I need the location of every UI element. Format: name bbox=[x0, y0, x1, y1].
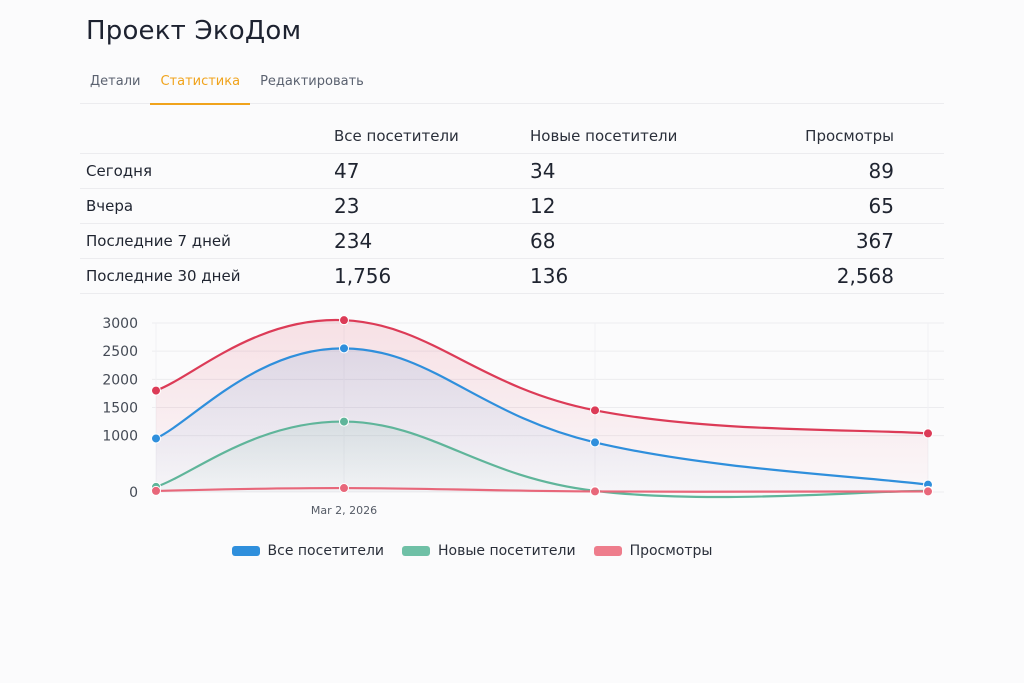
new-visitors-value: 68 bbox=[530, 229, 556, 253]
series-views-point bbox=[339, 315, 349, 326]
views-value: 65 bbox=[868, 194, 894, 218]
series-all-visitors-point bbox=[339, 343, 349, 354]
views-value: 89 bbox=[868, 159, 894, 183]
series-views-area bbox=[156, 319, 928, 492]
tab-edit[interactable]: Редактировать bbox=[260, 74, 364, 89]
column-header-all-visitors: Все посетители bbox=[334, 126, 459, 145]
y-tick-label: 2500 bbox=[102, 344, 138, 360]
table-row: Вчера 23 12 65 bbox=[80, 189, 944, 224]
series-views-secondary-line bbox=[155, 486, 929, 493]
all-visitors-value: 1,756 bbox=[334, 264, 392, 288]
series-views-secondary-point bbox=[151, 485, 161, 496]
series-new-visitors-point bbox=[339, 416, 349, 427]
all-visitors-value: 23 bbox=[334, 194, 360, 218]
series-views-secondary-point bbox=[339, 483, 349, 494]
series-all-visitors-point bbox=[590, 437, 600, 448]
series-new-visitors-line bbox=[155, 420, 929, 499]
views-value: 2,568 bbox=[836, 264, 894, 288]
column-header-views: Просмотры bbox=[805, 126, 894, 145]
legend-item-views[interactable]: Просмотры bbox=[593, 543, 713, 559]
y-tick-label: 1500 bbox=[102, 401, 138, 417]
legend-label: Просмотры bbox=[629, 543, 713, 559]
new-visitors-value: 12 bbox=[530, 194, 556, 218]
page-title: Проект ЭкоДом bbox=[86, 16, 302, 46]
series-views-line bbox=[155, 319, 929, 435]
series-views-point bbox=[590, 405, 600, 416]
new-visitors-value: 136 bbox=[530, 264, 569, 288]
all-visitors-value: 234 bbox=[334, 229, 373, 253]
legend-label: Новые посетители bbox=[438, 543, 576, 559]
row-label: Последние 30 дней bbox=[86, 267, 241, 285]
x-tick-label: Mar 2, 2026 bbox=[311, 504, 377, 517]
series-views-point bbox=[151, 385, 161, 396]
legend-swatch-new-visitors bbox=[402, 546, 430, 556]
y-tick-label: 3000 bbox=[102, 316, 138, 332]
column-header-new-visitors: Новые посетители bbox=[530, 126, 678, 145]
chart-legend: Все посетители Новые посетители Просмотр… bbox=[0, 543, 944, 559]
table-row: Сегодня 47 34 89 bbox=[80, 154, 944, 189]
visitors-line-chart: 0 1000 1500 2000 2500 3000 Mar 2, 2026 bbox=[0, 300, 1024, 530]
series-views-secondary-point bbox=[590, 486, 600, 497]
series-all-visitors-line bbox=[155, 347, 929, 486]
all-visitors-value: 47 bbox=[334, 159, 360, 183]
tab-bar: Детали Статистика Редактировать bbox=[80, 66, 944, 105]
legend-label: Все посетители bbox=[267, 543, 384, 559]
views-value: 367 bbox=[855, 229, 894, 253]
new-visitors-value: 34 bbox=[530, 159, 556, 183]
legend-item-all-visitors[interactable]: Все посетители bbox=[231, 543, 384, 559]
y-tick-label: 2000 bbox=[102, 372, 138, 388]
series-all-visitors-point bbox=[151, 433, 161, 444]
table-row: Последние 7 дней 234 68 367 bbox=[80, 224, 944, 259]
series-views-secondary-point bbox=[923, 486, 933, 497]
table-row: Последние 30 дней 1,756 136 2,568 bbox=[80, 259, 944, 294]
series-views-point bbox=[923, 428, 933, 439]
legend-swatch-views bbox=[593, 546, 622, 556]
chart-svg: 0 1000 1500 2000 2500 3000 Mar 2, 2026 bbox=[102, 315, 944, 517]
tab-details[interactable]: Детали bbox=[90, 74, 141, 89]
legend-swatch-all-visitors bbox=[231, 546, 260, 556]
stats-table: Все посетители Новые посетители Просмотр… bbox=[80, 118, 944, 294]
row-label: Последние 7 дней bbox=[86, 232, 231, 250]
legend-item-new-visitors[interactable]: Новые посетители bbox=[402, 543, 576, 559]
row-label: Сегодня bbox=[86, 162, 152, 180]
y-tick-label: 1000 bbox=[102, 429, 138, 445]
row-label: Вчера bbox=[86, 197, 134, 215]
y-tick-label: 0 bbox=[129, 485, 138, 501]
stats-header-row: Все посетители Новые посетители Просмотр… bbox=[80, 118, 944, 154]
tab-statistics[interactable]: Статистика bbox=[150, 66, 250, 105]
